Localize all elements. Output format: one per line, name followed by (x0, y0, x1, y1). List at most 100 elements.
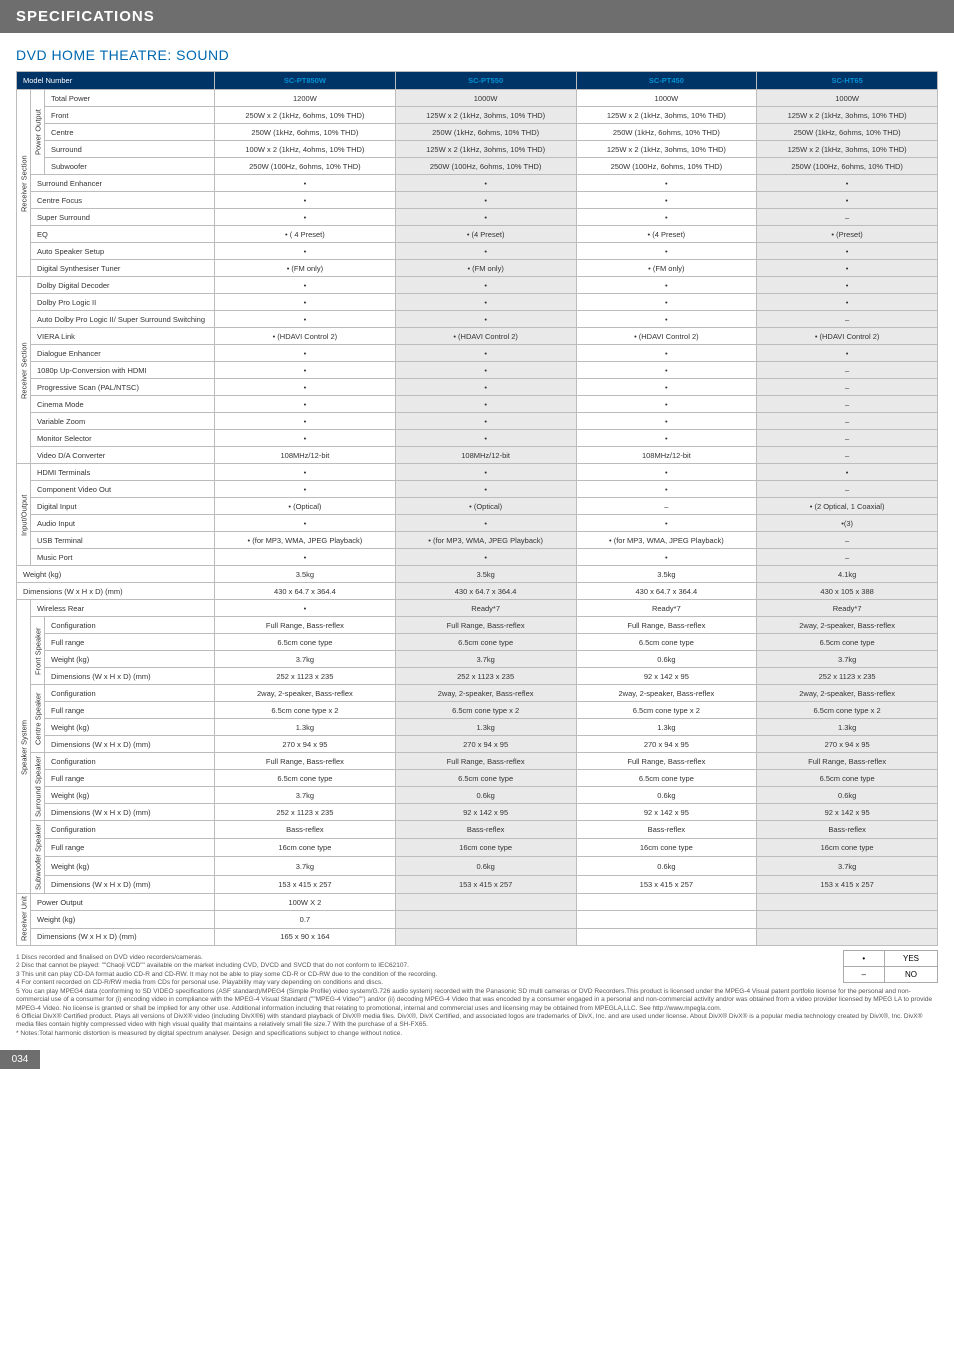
value-cell (757, 928, 938, 945)
value-cell: 1000W (395, 90, 576, 107)
value-cell: 1000W (576, 90, 757, 107)
value-cell: Ready*7 (395, 600, 576, 617)
value-cell: Bass-reflex (215, 821, 396, 839)
value-cell: • (FM only) (395, 260, 576, 277)
row-label: USB Terminal (31, 532, 215, 549)
value-cell: • (757, 260, 938, 277)
value-cell: Bass-reflex (395, 821, 576, 839)
value-cell: 270 x 94 x 95 (576, 736, 757, 753)
row-label: Dimensions (W x H x D) (mm) (45, 875, 215, 893)
page-number: 034 (0, 1050, 40, 1069)
value-cell: 1.3kg (757, 719, 938, 736)
value-cell: • (215, 362, 396, 379)
value-cell: 6.5cm cone type x 2 (395, 702, 576, 719)
row-label: Surround Enhancer (31, 175, 215, 192)
value-cell: • (576, 175, 757, 192)
value-cell: 125W x 2 (1kHz, 3ohms, 10% THD) (395, 107, 576, 124)
value-cell: • (215, 277, 396, 294)
value-cell: 6.5cm cone type (395, 634, 576, 651)
value-cell (395, 928, 576, 945)
value-cell: • (215, 430, 396, 447)
value-cell: 0.6kg (576, 857, 757, 875)
value-cell: 250W (1kHz, 6ohms, 10% THD) (395, 124, 576, 141)
value-cell: – (757, 481, 938, 498)
row-label: Weight (kg) (45, 651, 215, 668)
row-label: Front (45, 107, 215, 124)
value-cell: • (395, 209, 576, 226)
value-cell: 2way, 2-speaker, Bass-reflex (395, 685, 576, 702)
value-cell: • (395, 362, 576, 379)
row-label: Full range (45, 839, 215, 857)
value-cell: • (576, 396, 757, 413)
value-cell: • (215, 243, 396, 260)
value-cell: 3.5kg (395, 566, 576, 583)
row-label: Variable Zoom (31, 413, 215, 430)
value-cell: Bass-reflex (576, 821, 757, 839)
value-cell: • (395, 175, 576, 192)
value-cell: • (576, 362, 757, 379)
value-cell: • (215, 515, 396, 532)
value-cell: 6.5cm cone type (215, 634, 396, 651)
value-cell: • (576, 481, 757, 498)
section-label: Receiver Unit (17, 893, 31, 945)
value-cell: 125W x 2 (1kHz, 3ohms, 10% THD) (576, 141, 757, 158)
value-cell: – (757, 447, 938, 464)
value-cell: – (757, 311, 938, 328)
value-cell: 6.5cm cone type x 2 (215, 702, 396, 719)
value-cell: • (395, 464, 576, 481)
value-cell: – (576, 498, 757, 515)
row-label: Full range (45, 770, 215, 787)
value-cell: • (576, 464, 757, 481)
value-cell: 16cm cone type (215, 839, 396, 857)
footnotes: 1 Discs recorded and finalised on DVD vi… (0, 946, 954, 1038)
value-cell: 2way, 2-speaker, Bass-reflex (215, 685, 396, 702)
row-label: Video D/A Converter (31, 447, 215, 464)
footnote-line: 1 Discs recorded and finalised on DVD vi… (16, 954, 938, 962)
value-cell: – (757, 413, 938, 430)
value-cell: • (576, 192, 757, 209)
value-cell: • (FM only) (215, 260, 396, 277)
value-cell: 0.6kg (757, 787, 938, 804)
row-label: Music Port (31, 549, 215, 566)
value-cell: • (4 Preset) (395, 226, 576, 243)
row-label: Centre (45, 124, 215, 141)
value-cell: • (HDAVI Control 2) (576, 328, 757, 345)
subsection-label: Power Output (31, 90, 45, 175)
spec-table: Model Number SC-PT850W SC-PT550 SC-PT450… (16, 71, 938, 946)
value-cell (576, 911, 757, 928)
value-cell: 0.6kg (395, 787, 576, 804)
value-cell: 250W x 2 (1kHz, 6ohms, 10% THD) (215, 107, 396, 124)
subsection-label: Subwoofer Speaker (31, 821, 45, 894)
value-cell: • (395, 549, 576, 566)
value-cell: • (757, 345, 938, 362)
value-cell: 165 x 90 x 164 (215, 928, 396, 945)
value-cell: • (395, 430, 576, 447)
value-cell: • (395, 396, 576, 413)
row-label: Surround (45, 141, 215, 158)
value-cell: • (215, 549, 396, 566)
model-header: Model Number (17, 72, 215, 90)
value-cell: 92 x 142 x 95 (757, 804, 938, 821)
value-cell: • (215, 379, 396, 396)
value-cell: 6.5cm cone type (576, 634, 757, 651)
value-cell: • (4 Preset) (576, 226, 757, 243)
value-cell: • (757, 464, 938, 481)
value-cell: 6.5cm cone type (757, 634, 938, 651)
row-label: Weight (kg) (31, 911, 215, 928)
value-cell: • (for MP3, WMA, JPEG Playback) (215, 532, 396, 549)
product-col-3: SC-HT65 (757, 72, 938, 90)
row-label: Super Surround (31, 209, 215, 226)
value-cell: • (757, 175, 938, 192)
value-cell: 125W x 2 (1kHz, 3ohms, 10% THD) (395, 141, 576, 158)
value-cell: 6.5cm cone type (757, 770, 938, 787)
value-cell: • (757, 243, 938, 260)
section-label: Receiver Section (17, 90, 31, 277)
value-cell: • (576, 413, 757, 430)
value-cell: • (HDAVI Control 2) (757, 328, 938, 345)
value-cell (757, 911, 938, 928)
value-cell: 125W x 2 (1kHz, 3ohms, 10% THD) (576, 107, 757, 124)
value-cell: 1.3kg (395, 719, 576, 736)
product-col-0: SC-PT850W (215, 72, 396, 90)
value-cell: • (757, 277, 938, 294)
row-label: Dimensions (W x H x D) (mm) (31, 928, 215, 945)
